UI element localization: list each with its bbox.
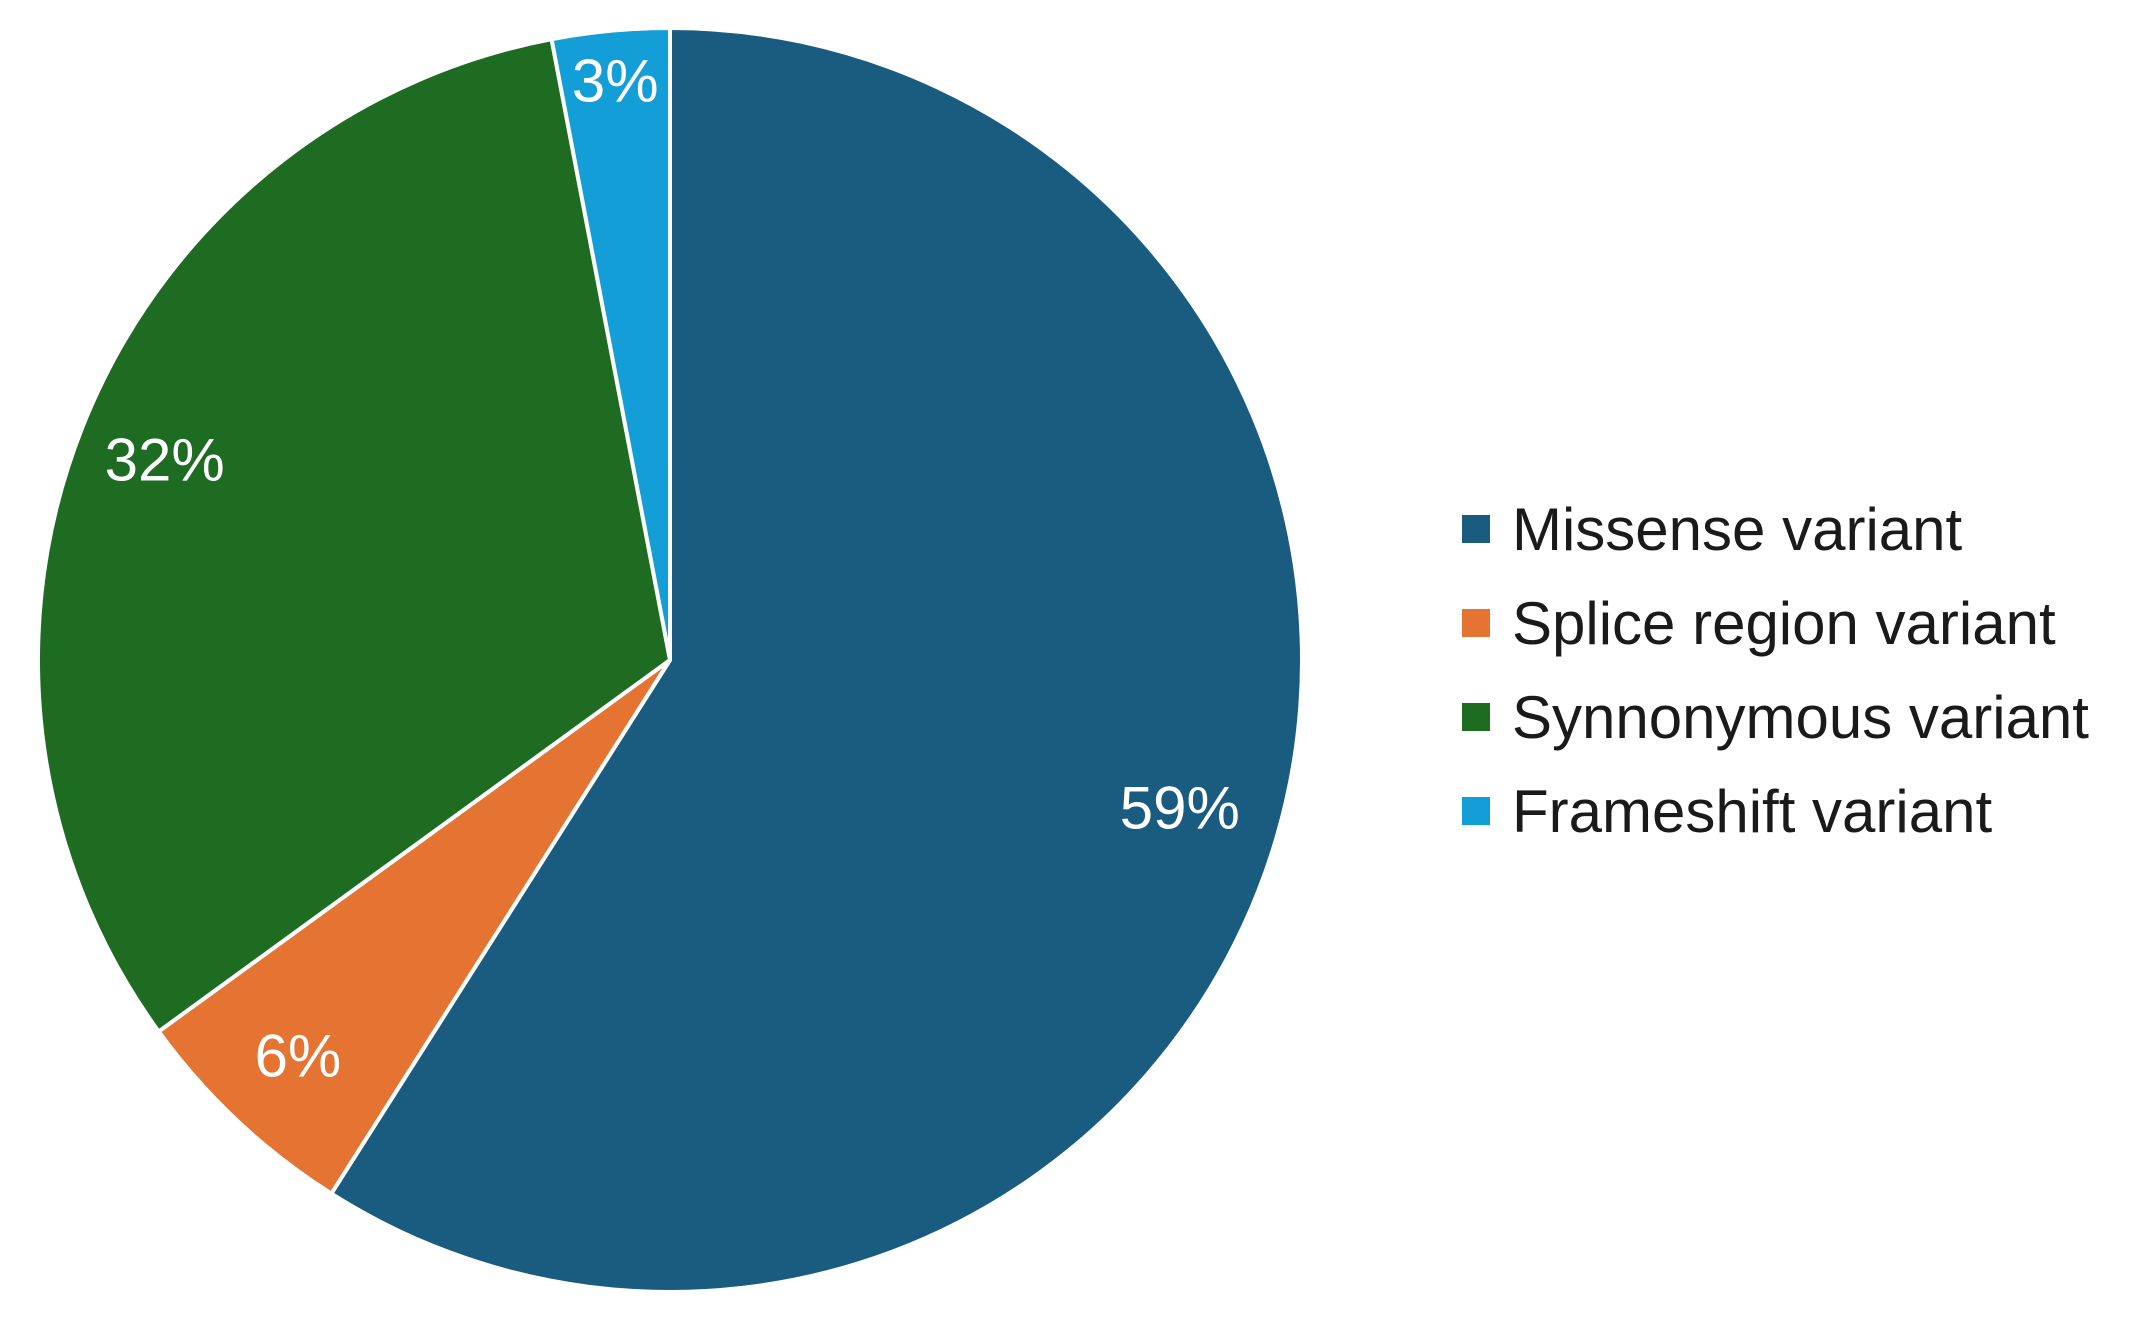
legend-label-synonymous: Synnonymous variant: [1512, 683, 2089, 751]
legend-swatch-frameshift: [1462, 797, 1490, 825]
legend-label-splice-region: Splice region variant: [1512, 589, 2056, 657]
legend-item-missense: Missense variant: [1462, 482, 2089, 576]
pie-labels: 59% 6% 32% 3%: [105, 48, 1240, 1090]
legend-label-frameshift: Frameshift variant: [1512, 777, 1993, 845]
pie-slice-missense: [329, 26, 1304, 1294]
pie-slice-frameshift: [549, 26, 672, 662]
slice-label-synonymous: 32%: [105, 426, 225, 493]
pie-slices: [36, 26, 1304, 1294]
chart-legend: Missense variant Splice region variant S…: [1462, 482, 2089, 858]
legend-item-synonymous: Synnonymous variant: [1462, 670, 2089, 764]
legend-item-splice-region: Splice region variant: [1462, 576, 2089, 670]
legend-swatch-synonymous: [1462, 703, 1490, 731]
legend-swatch-splice-region: [1462, 609, 1490, 637]
pie-slice-splice-region: [156, 658, 672, 1196]
slice-label-frameshift: 3%: [572, 48, 659, 115]
legend-item-frameshift: Frameshift variant: [1462, 764, 2089, 858]
slice-label-splice-region: 6%: [255, 1023, 342, 1090]
slice-label-missense: 59%: [1120, 775, 1240, 842]
legend-label-missense: Missense variant: [1512, 495, 1963, 563]
legend-swatch-missense: [1462, 515, 1490, 543]
pie-slice-synonymous: [36, 37, 672, 1034]
